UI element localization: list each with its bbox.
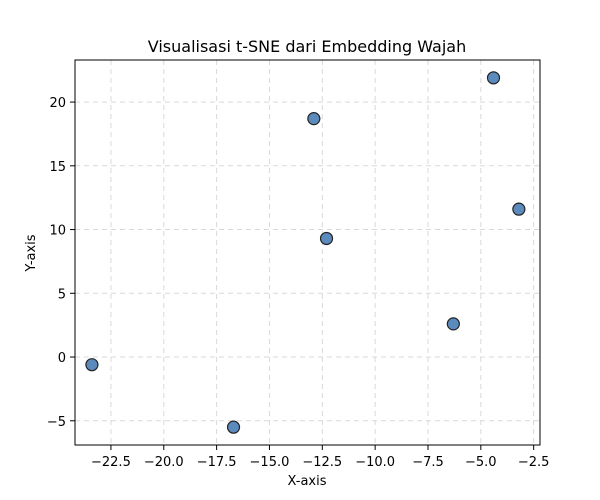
y-tick-label: 15 <box>49 160 66 175</box>
plot-frame <box>74 59 541 446</box>
y-axis-ticks: −5 0 5 10 15 20 <box>47 96 75 430</box>
x-axis-label: X-axis <box>288 474 327 489</box>
scatter-point <box>512 202 526 216</box>
x-axis-ticks: −22.5 −20.0 −17.5 −15.0 −12.5 −10.0 −7.5 −5.0 −2… <box>91 445 549 470</box>
y-tick-label: 0 <box>58 351 66 366</box>
x-tick-label: −12.5 <box>302 455 342 470</box>
x-tick-label: −22.5 <box>91 455 131 470</box>
x-tick-label: −2.5 <box>518 455 550 470</box>
x-tick-label: −5.0 <box>465 455 497 470</box>
x-tick-label: −7.5 <box>412 455 444 470</box>
scatter-point <box>486 71 501 85</box>
x-tick-label: −20.0 <box>144 455 184 470</box>
scatter-point <box>85 358 99 372</box>
y-tick-label: 5 <box>58 287 66 302</box>
chart-title: Visualisasi t-SNE dari Embedding Wajah <box>148 37 466 56</box>
grid <box>75 60 540 445</box>
scatter-point <box>307 112 321 126</box>
y-axis-label: Y-axis <box>24 234 39 272</box>
y-tick-label: −5 <box>47 415 66 430</box>
scatter-point <box>319 231 334 246</box>
scatter-point <box>226 420 241 434</box>
y-tick-label: 10 <box>49 224 66 239</box>
data-points <box>85 71 526 434</box>
y-tick-label: 20 <box>49 96 66 111</box>
x-tick-label: −10.0 <box>355 455 395 470</box>
x-tick-label: −17.5 <box>197 455 237 470</box>
x-tick-label: −15.0 <box>250 455 290 470</box>
scatter-point <box>446 317 460 331</box>
